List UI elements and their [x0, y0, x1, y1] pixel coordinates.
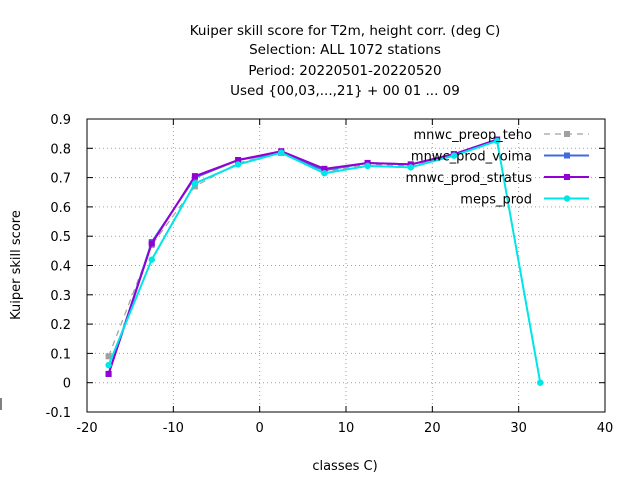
data-point — [537, 379, 544, 386]
y-tick-label: 0.1 — [50, 347, 71, 362]
data-point — [191, 173, 198, 180]
y-tick-label: 0.8 — [50, 142, 71, 157]
series-mnwc_preop_teho — [105, 136, 501, 360]
data-point — [234, 161, 242, 168]
series-line-mnwc_prod_stratus — [107, 138, 498, 375]
y-tick-label: 0 — [63, 377, 71, 392]
x-tick-label: 30 — [510, 421, 527, 436]
data-point — [105, 370, 112, 377]
legend-marker — [564, 174, 570, 180]
legend-label: mnwc_preop_teho — [414, 128, 533, 143]
data-point — [321, 165, 328, 172]
legend-entry: meps_prod — [460, 193, 589, 208]
legend: mnwc_preop_teho mnwc_prod_voima mnwc_prod_… — [406, 128, 589, 208]
y-tick-label: 0.2 — [50, 318, 71, 333]
y-tick-label: 0.9 — [50, 113, 71, 128]
legend-entry: mnwc_prod_stratus — [406, 171, 589, 186]
data-point — [148, 256, 155, 263]
y-axis-label: Kuiper skill score — [9, 210, 24, 320]
x-tick-label: -20 — [76, 421, 97, 436]
legend-entry: mnwc_prod_voima — [411, 150, 589, 165]
title-line-1: Kuiper skill score for T2m, height corr.… — [190, 23, 501, 39]
x-axis-label: classes C) — [312, 459, 377, 474]
tick-labels: -20 -10 0 10 20 30 40 -0.1 0 0.1 0.2 0.3 0.4 0.5 0.6 0.… — [46, 113, 614, 436]
data-point — [105, 361, 112, 369]
legend-label: mnwc_prod_voima — [411, 150, 532, 165]
chart-title: Kuiper skill score for T2m, height corr.… — [190, 23, 501, 99]
data-point — [105, 353, 112, 360]
x-tick-label: 10 — [338, 421, 355, 436]
legend-label: meps_prod — [460, 193, 532, 208]
data-point — [493, 137, 501, 145]
x-tick-label: 0 — [256, 421, 264, 436]
y-tick-label: 0.3 — [50, 289, 71, 304]
y-tick-label: 0.4 — [50, 260, 71, 275]
legend-label: mnwc_prod_stratus — [406, 171, 533, 186]
legend-marker — [564, 152, 570, 159]
x-tick-label: -10 — [163, 421, 184, 436]
legend-marker — [563, 195, 571, 202]
plot-frame — [86, 118, 606, 413]
y-tick-label: 0.7 — [50, 172, 71, 187]
axes — [86, 118, 606, 413]
y-tick-label: 0.6 — [50, 201, 71, 216]
data-point — [450, 152, 458, 159]
data-point — [364, 162, 371, 170]
title-line-3: Period: 20220501-20220520 — [248, 63, 441, 79]
legend-marker — [564, 131, 570, 137]
y-tick-label: 0.5 — [50, 230, 71, 245]
y-tick-label: -0.1 — [46, 406, 71, 421]
data-point — [235, 157, 242, 164]
data-point — [407, 164, 414, 171]
x-tick-label: 40 — [597, 421, 614, 436]
data-point — [278, 149, 285, 156]
title-line-2: Selection: ALL 1072 stations — [249, 42, 441, 58]
legend-entry: mnwc_preop_teho — [414, 128, 589, 143]
plot-series — [105, 136, 544, 386]
title-line-4: Used {00,03,...,21} + 00 01 ... 09 — [230, 83, 460, 99]
data-point — [148, 240, 155, 247]
data-point — [321, 170, 328, 177]
series-meps_prod — [105, 137, 544, 386]
x-tick-label: 20 — [424, 421, 441, 436]
data-point — [191, 180, 199, 187]
